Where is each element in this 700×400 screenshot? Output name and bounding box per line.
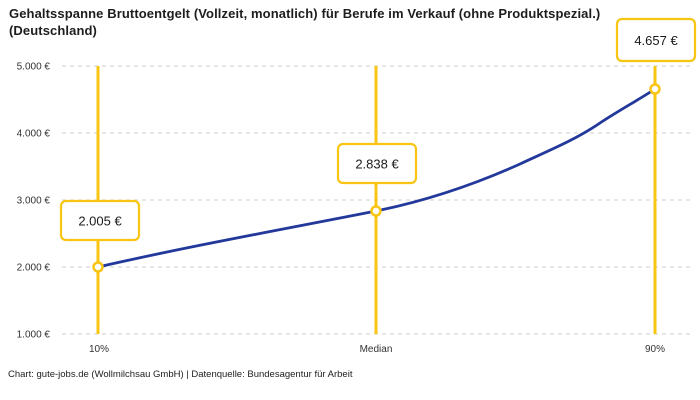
x-axis: 10% Median 90%: [89, 344, 665, 355]
y-axis-tick-label: 2.000 €: [17, 263, 51, 274]
chart-title: Gehaltsspanne Bruttoentgelt (Vollzeit, m…: [9, 6, 601, 38]
value-label-box: [615, 17, 697, 63]
data-point-marker-10: [92, 261, 104, 273]
x-axis-tick-label: Median: [360, 344, 393, 355]
value-label-text: 4.657 €: [634, 33, 678, 48]
y-axis-tick-label: 5.000 €: [17, 62, 51, 73]
value-label-10: 2.005 €: [59, 199, 141, 242]
percentile-lines: [96, 66, 657, 334]
value-label-text: 2.005 €: [78, 214, 122, 229]
data-point-marker-90: [649, 83, 661, 95]
chart-attribution: Chart: gute-jobs.de (Wollmilchsau GmbH) …: [8, 369, 353, 380]
value-label-text: 2.838 €: [355, 157, 399, 172]
value-label-median: 2.838 €: [336, 142, 418, 185]
data-point-marker-median: [370, 205, 382, 217]
value-label-90: 4.657 €: [615, 17, 697, 63]
x-axis-tick-label: 90%: [645, 344, 665, 355]
x-axis-tick-label: 10%: [89, 344, 109, 355]
salary-curve: [96, 87, 657, 269]
value-label-box: [336, 142, 418, 185]
y-axis-tick-label: 3.000 €: [17, 196, 51, 207]
y-axis-tick-label: 1.000 €: [17, 330, 51, 341]
value-label-box: [59, 199, 141, 242]
y-axis: 5.000 € 4.000 € 3.000 € 2.000 € 1.000 €: [17, 62, 51, 341]
data-point-markers: [92, 83, 661, 273]
y-axis-tick-label: 4.000 €: [17, 129, 51, 140]
